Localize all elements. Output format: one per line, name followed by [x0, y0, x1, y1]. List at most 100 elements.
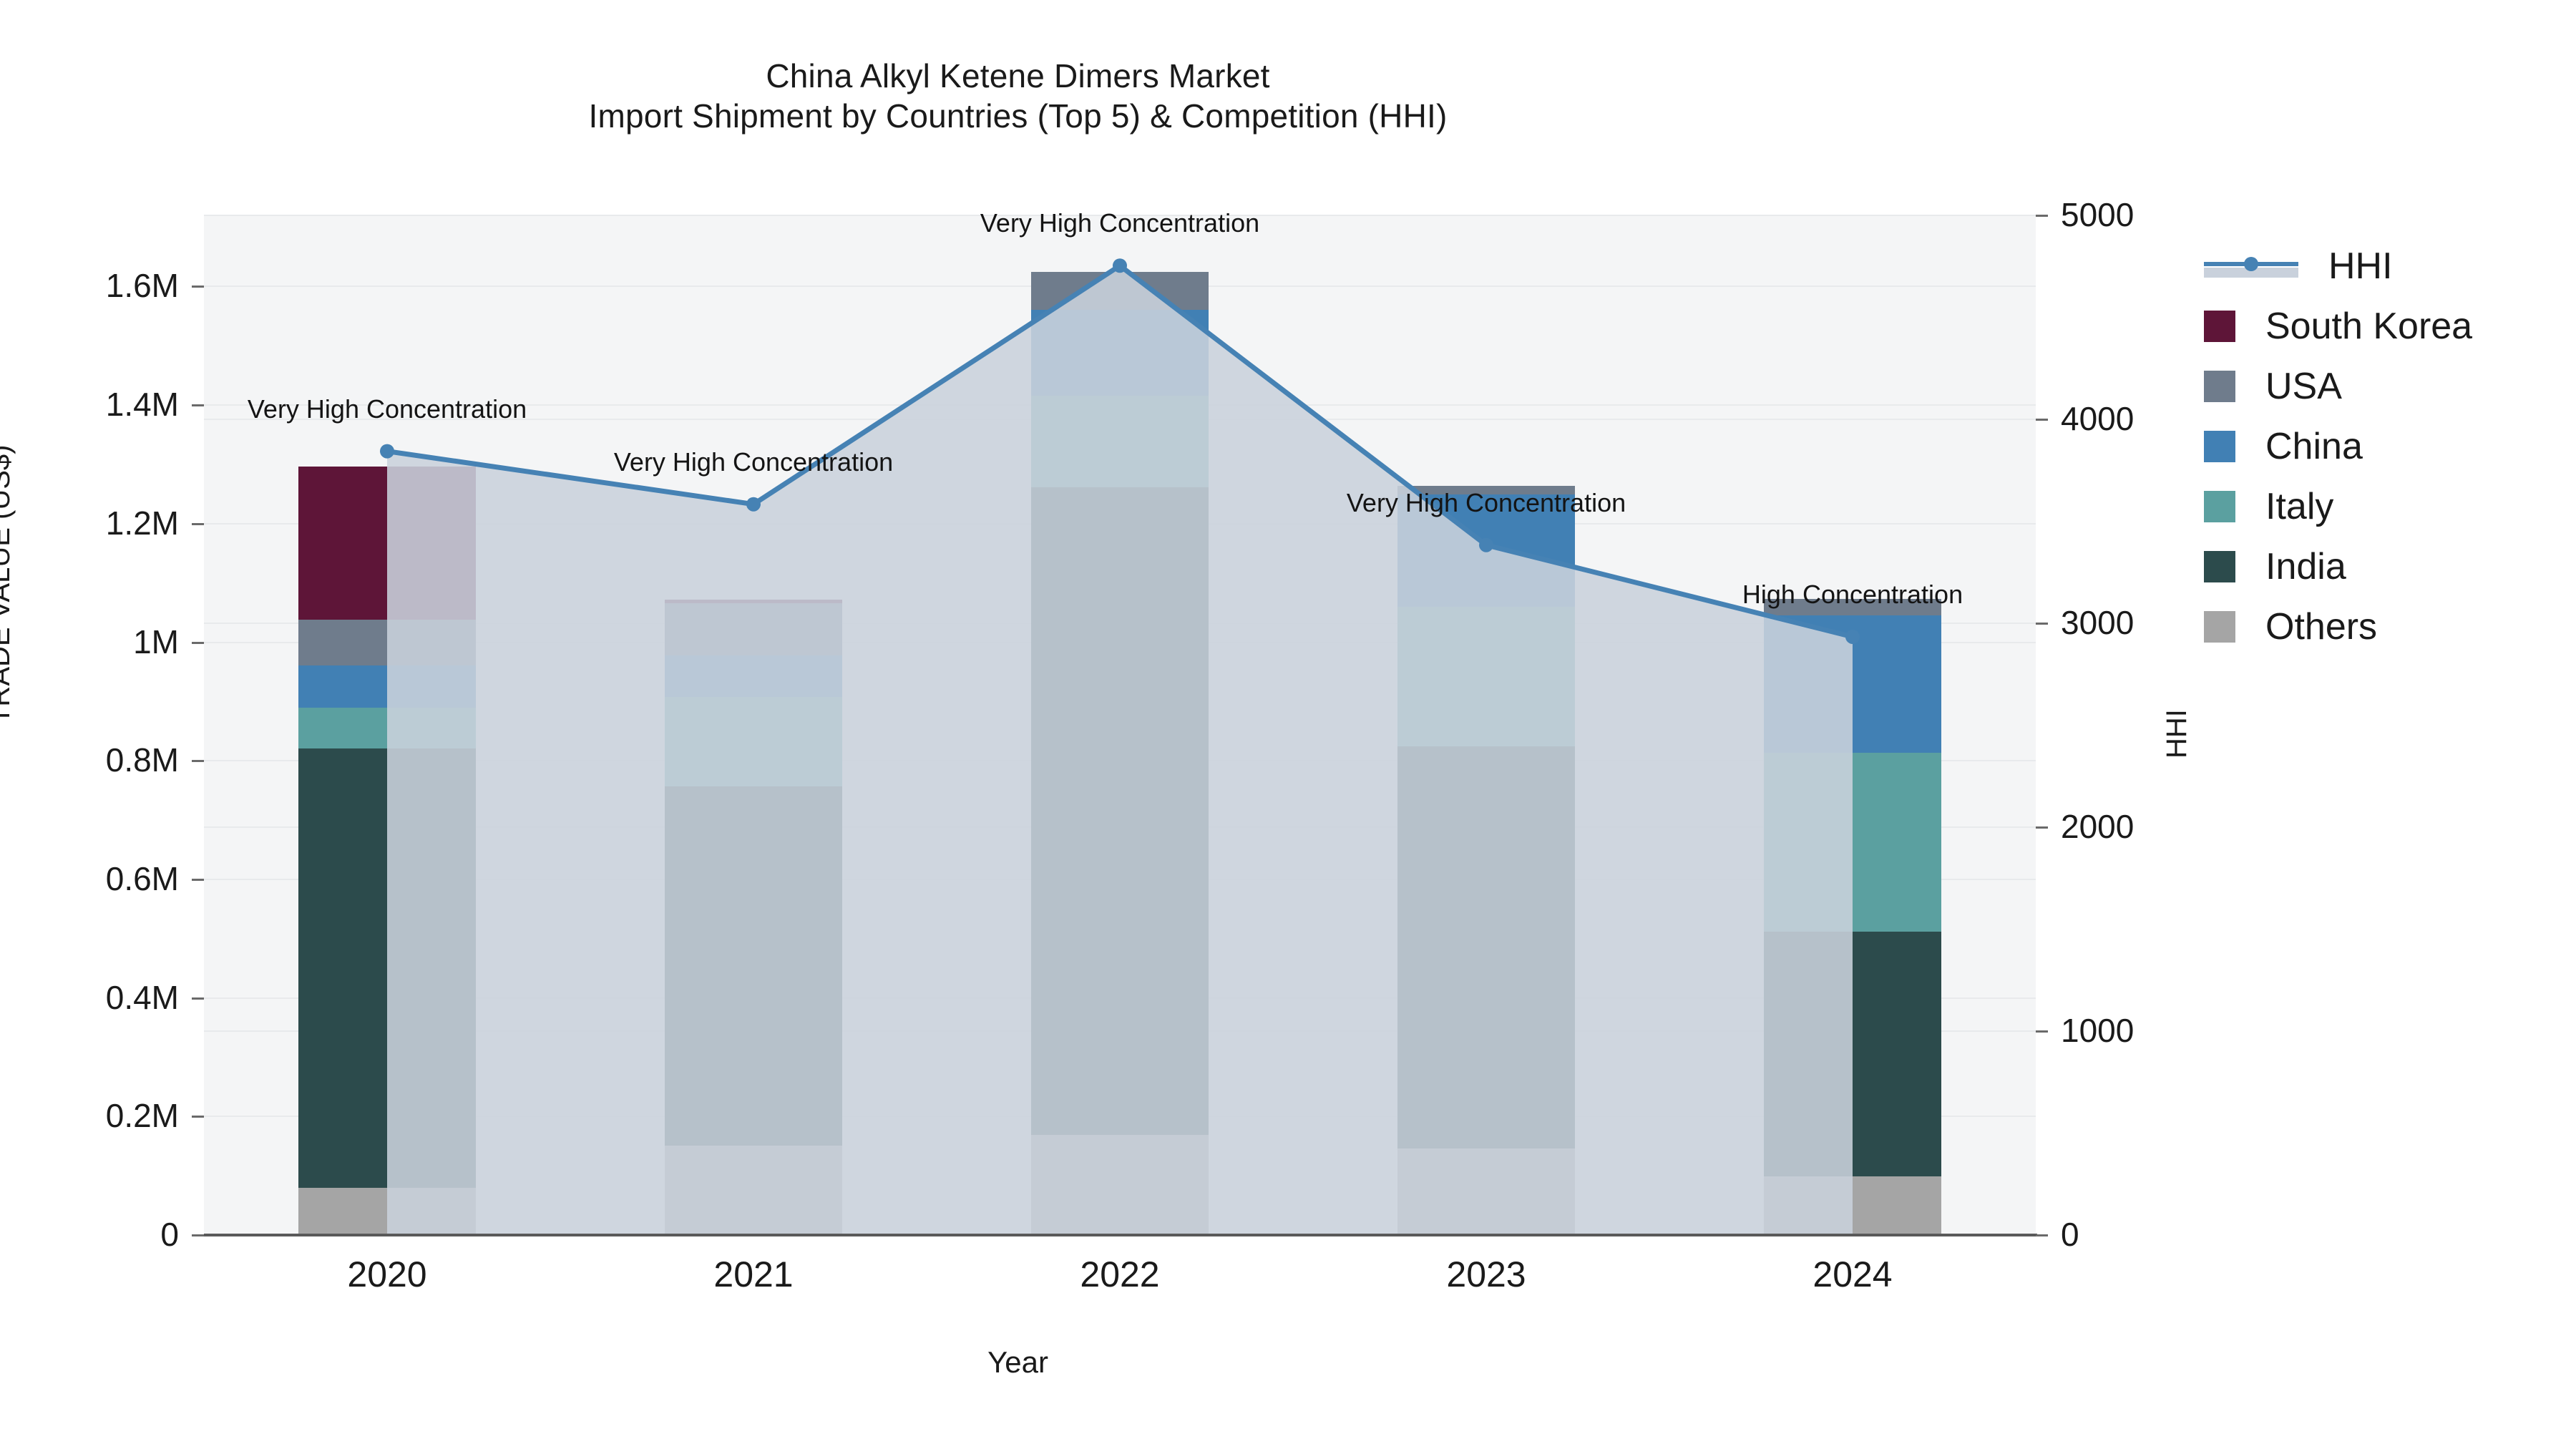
x-axis-tick-label: 2024	[1813, 1254, 1893, 1294]
bar-segment-italy[interactable]	[298, 708, 476, 748]
bar-segment-usa[interactable]	[298, 619, 476, 665]
y-axis-left-title: TRADE VALUE (US$)	[0, 444, 16, 724]
legend-swatch-icon	[2204, 491, 2235, 522]
bar-stack[interactable]	[298, 215, 476, 1234]
chart-title-block: China Alkyl Ketene Dimers Market Import …	[0, 56, 2036, 136]
y-axis-left-tick-label: 1.2M	[105, 504, 179, 542]
bar-segment-india[interactable]	[1397, 746, 1575, 1148]
legend-swatch-icon	[2204, 611, 2235, 643]
bar-segment-china[interactable]	[1031, 309, 1209, 396]
legend-item-label: Others	[2265, 606, 2378, 648]
legend-item-label: HHI	[2328, 245, 2393, 287]
legend-item-label: USA	[2265, 366, 2342, 407]
concentration-label: High Concentration	[1742, 579, 1963, 609]
y-axis-left-tick-label: 0.8M	[105, 741, 179, 779]
legend-item-others[interactable]: Others	[2204, 597, 2472, 657]
x-axis-tick-label: 2022	[1080, 1254, 1160, 1294]
y-axis-left-tick-mark	[192, 997, 204, 1000]
bar-segment-india[interactable]	[665, 786, 842, 1146]
legend-item-label: China	[2265, 426, 2363, 467]
bar-stack[interactable]	[1031, 215, 1209, 1234]
legend-item-italy[interactable]: Italy	[2204, 477, 2472, 537]
bar-segment-others[interactable]	[1031, 1134, 1209, 1234]
legend-item-hhi[interactable]: HHI	[2204, 236, 2472, 296]
bar-segment-china[interactable]	[665, 655, 842, 697]
legend-swatch-icon	[2204, 311, 2235, 342]
y-axis-right-tick-mark	[2036, 1234, 2048, 1236]
y-axis-right-tick-mark	[2036, 215, 2048, 217]
bar-segment-india[interactable]	[1031, 487, 1209, 1135]
bar-stack[interactable]	[1764, 215, 1941, 1234]
y-axis-right-title: HHI	[2161, 709, 2192, 758]
y-axis-right-tick-label: 4000	[2061, 400, 2135, 437]
y-axis-left-tick-label: 1.6M	[105, 267, 179, 305]
y-axis-right-tick-mark	[2036, 1030, 2048, 1033]
x-axis-tick-label: 2021	[713, 1254, 794, 1294]
legend-line-key-icon	[2204, 250, 2298, 282]
legend-item-usa[interactable]: USA	[2204, 356, 2472, 416]
y-axis-right-tick-label: 5000	[2061, 196, 2135, 233]
y-axis-left-tick-mark	[192, 760, 204, 763]
bar-segment-south-korea[interactable]	[665, 599, 842, 603]
bar-stack[interactable]	[1397, 215, 1575, 1234]
legend-item-label: South Korea	[2265, 306, 2473, 347]
legend-item-label: India	[2265, 546, 2346, 587]
y-axis-left-tick-label: 0.6M	[105, 859, 179, 897]
legend-item-label: Italy	[2265, 486, 2334, 527]
y-axis-right-tick-mark	[2036, 826, 2048, 829]
concentration-label: Very High Concentration	[1346, 487, 1626, 517]
y-axis-left-tick-mark	[192, 522, 204, 525]
bar-stack[interactable]	[665, 215, 842, 1234]
y-axis-right-tick-mark	[2036, 623, 2048, 625]
y-axis-left-tick-mark	[192, 1116, 204, 1118]
legend-swatch-icon	[2204, 371, 2235, 402]
bar-segment-china[interactable]	[298, 665, 476, 708]
bar-segment-others[interactable]	[1397, 1148, 1575, 1234]
y-axis-left-tick-label: 0.2M	[105, 1097, 179, 1135]
x-axis-tick-label: 2020	[347, 1254, 427, 1294]
plot-area	[204, 215, 2036, 1234]
bar-segment-south-korea[interactable]	[298, 467, 476, 620]
y-axis-left-tick-label: 0.4M	[105, 978, 179, 1016]
y-axis-left-tick-label: 1.4M	[105, 386, 179, 424]
concentration-label: Very High Concentration	[247, 394, 527, 424]
y-axis-left-tick-mark	[192, 641, 204, 644]
y-axis-left-tick-mark	[192, 878, 204, 881]
y-axis-left-tick-mark	[192, 286, 204, 288]
bar-segment-others[interactable]	[1764, 1176, 1941, 1234]
x-axis-line	[204, 1234, 2037, 1236]
chart-title-line-2: Import Shipment by Countries (Top 5) & C…	[588, 97, 1448, 135]
y-axis-left-tick-label: 0	[160, 1216, 179, 1253]
legend-item-china[interactable]: China	[2204, 416, 2472, 477]
legend: HHI South Korea USA China Italy India Others	[2204, 236, 2472, 657]
bar-segment-italy[interactable]	[1031, 395, 1209, 488]
bar-segment-usa[interactable]	[1031, 272, 1209, 310]
bar-segment-others[interactable]	[298, 1188, 476, 1234]
bar-segment-others[interactable]	[665, 1145, 842, 1234]
bar-segment-italy[interactable]	[1397, 607, 1575, 747]
bar-segment-italy[interactable]	[1764, 753, 1941, 932]
bar-segment-usa[interactable]	[665, 602, 842, 655]
y-axis-right-tick-label: 1000	[2061, 1012, 2135, 1049]
legend-item-south-korea[interactable]: South Korea	[2204, 296, 2472, 356]
y-axis-left-tick-mark	[192, 404, 204, 407]
bar-segment-india[interactable]	[298, 748, 476, 1189]
chart-title-line-1: China Alkyl Ketene Dimers Market	[766, 57, 1270, 94]
legend-swatch-icon	[2204, 431, 2235, 462]
concentration-label: Very High Concentration	[613, 447, 894, 477]
legend-swatch-icon	[2204, 551, 2235, 582]
bar-segment-china[interactable]	[1764, 615, 1941, 753]
y-axis-left-tick-mark	[192, 1234, 204, 1236]
bar-segment-italy[interactable]	[665, 696, 842, 787]
legend-item-india[interactable]: India	[2204, 537, 2472, 597]
x-axis-tick-label: 2023	[1446, 1254, 1526, 1294]
x-axis-title: Year	[987, 1345, 1048, 1379]
gridline	[204, 215, 2036, 216]
bar-segment-india[interactable]	[1764, 932, 1941, 1176]
concentration-label: Very High Concentration	[980, 208, 1260, 238]
y-axis-right-tick-label: 0	[2061, 1216, 2079, 1253]
y-axis-right-tick-mark	[2036, 419, 2048, 421]
y-axis-right-tick-label: 2000	[2061, 808, 2135, 845]
y-axis-right-tick-label: 3000	[2061, 604, 2135, 641]
